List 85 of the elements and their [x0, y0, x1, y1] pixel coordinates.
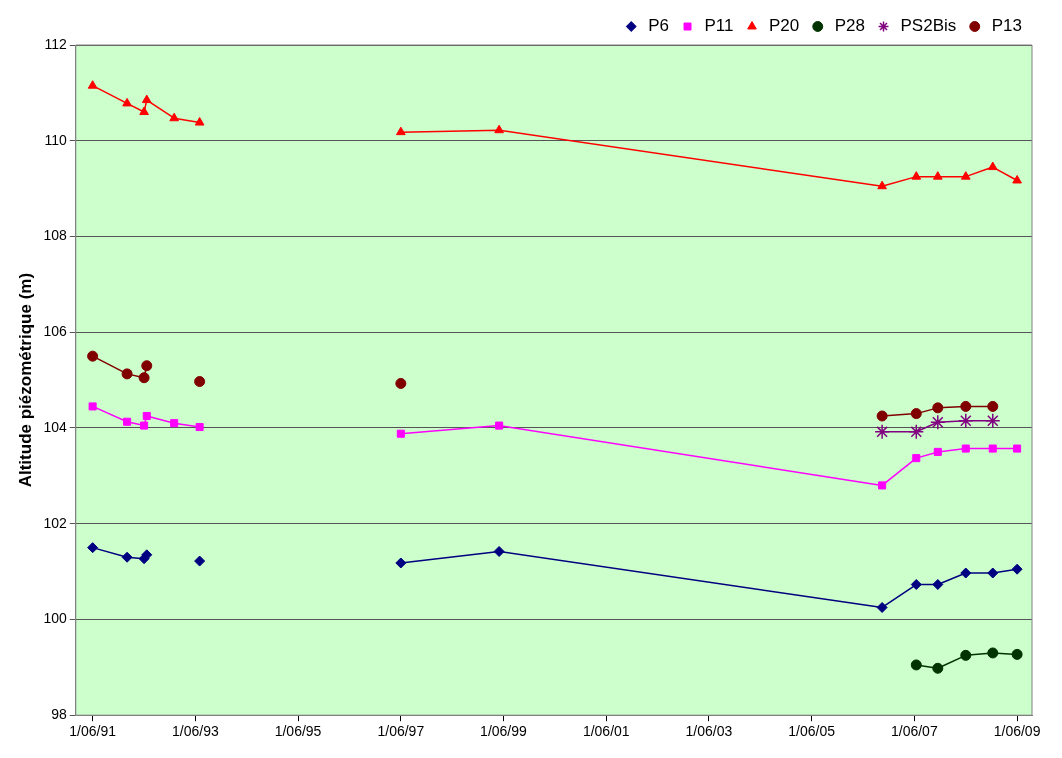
- point: [985, 413, 1001, 429]
- y-tick-label: 112: [44, 35, 67, 52]
- point: [932, 402, 944, 414]
- point: [87, 80, 98, 89]
- point: [1011, 648, 1023, 660]
- point: [88, 402, 97, 411]
- point: [960, 567, 972, 579]
- x-tick-label: 1/06/99: [480, 723, 528, 740]
- y-tick-label: 106: [43, 323, 67, 340]
- point: [958, 413, 974, 429]
- point: [932, 171, 943, 180]
- legend-label: PS2Bis: [900, 16, 957, 36]
- point: [908, 424, 925, 440]
- point: [987, 400, 999, 412]
- point: [910, 659, 922, 671]
- point: [877, 180, 887, 190]
- point: [932, 662, 944, 674]
- point: [138, 372, 150, 384]
- x-tick-label: 1/06/09: [993, 723, 1041, 740]
- point: [141, 360, 153, 372]
- point: [960, 649, 972, 661]
- legend-label: P20: [769, 16, 800, 36]
- point: [195, 422, 204, 432]
- point: [141, 94, 152, 104]
- point: [1011, 563, 1023, 575]
- point: [1012, 174, 1022, 184]
- point: [912, 454, 921, 463]
- point: [960, 171, 971, 180]
- point: [988, 444, 997, 453]
- point: [495, 421, 504, 430]
- x-tick-label: 1/06/01: [582, 723, 630, 740]
- point: [395, 557, 407, 569]
- point: [987, 647, 999, 659]
- point: [987, 567, 999, 579]
- point: [122, 97, 132, 107]
- x-tick-label: 1/06/05: [788, 723, 836, 740]
- legend-label: P28: [834, 16, 866, 36]
- point: [87, 542, 99, 554]
- point: [874, 424, 890, 440]
- y-tick-label: 98: [51, 706, 67, 723]
- y-tick-label: 110: [44, 131, 67, 148]
- point: [194, 117, 205, 126]
- point: [123, 417, 132, 426]
- point: [395, 377, 407, 389]
- point: [194, 555, 206, 567]
- x-tick-label: 1/06/97: [377, 723, 425, 740]
- point: [87, 350, 99, 362]
- x-tick-label: 1/06/93: [172, 723, 219, 740]
- point: [121, 368, 133, 380]
- point: [878, 481, 887, 490]
- legend-label: P6: [648, 16, 670, 36]
- y-tick-label: 102: [43, 514, 67, 531]
- legend-label: P13: [991, 16, 1022, 36]
- x-tick-label: 1/06/07: [890, 723, 938, 740]
- point: [140, 421, 149, 430]
- point: [169, 112, 180, 122]
- y-tick-label: 104: [43, 418, 67, 435]
- point: [194, 376, 206, 388]
- y-axis-title: Altitude piézométrique (m): [15, 272, 35, 488]
- point: [396, 429, 405, 438]
- x-tick-label: 1/06/91: [69, 723, 117, 740]
- point: [493, 545, 505, 557]
- point: [930, 414, 946, 430]
- y-tick-label: 100: [43, 610, 67, 627]
- point: [1013, 444, 1022, 453]
- point: [396, 126, 406, 136]
- point: [933, 447, 942, 456]
- point: [876, 410, 888, 422]
- point: [911, 171, 922, 180]
- point: [960, 400, 972, 412]
- point: [170, 419, 179, 428]
- point: [494, 124, 504, 134]
- x-tick-label: 1/06/95: [274, 723, 322, 740]
- point: [142, 411, 151, 421]
- legend-label: P11: [704, 16, 734, 36]
- point: [139, 106, 149, 116]
- point: [910, 408, 922, 420]
- x-tick-label: 1/06/03: [685, 723, 733, 740]
- point: [987, 161, 998, 171]
- point: [121, 551, 133, 563]
- point: [910, 579, 922, 591]
- point: [932, 579, 944, 591]
- y-tick-label: 108: [43, 227, 67, 244]
- point: [961, 444, 970, 453]
- point: [876, 601, 888, 613]
